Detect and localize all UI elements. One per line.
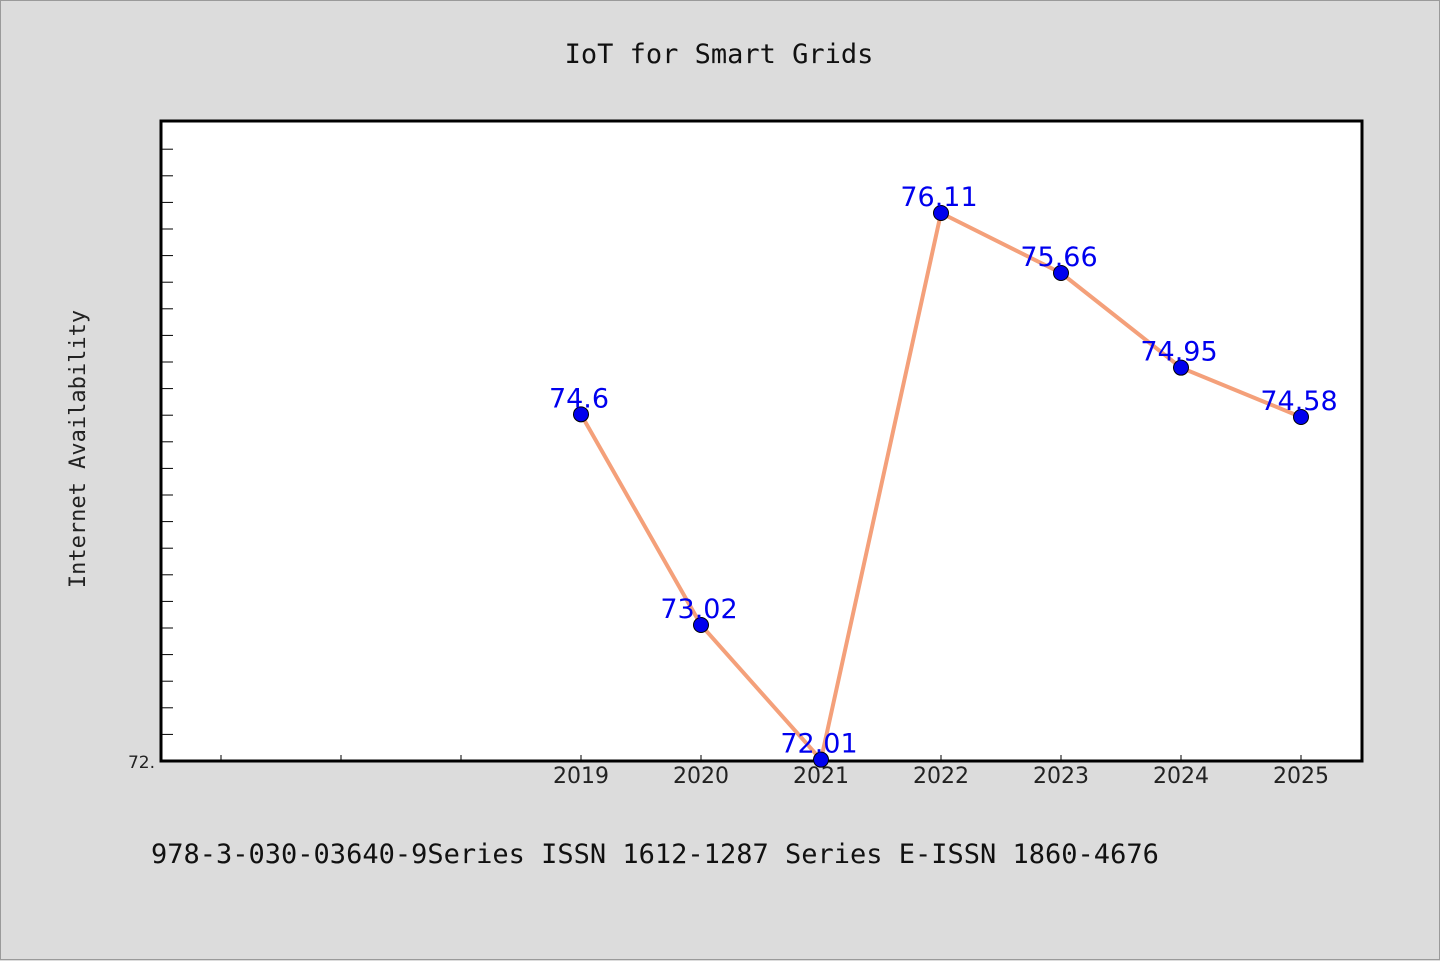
x-tick-label: 2023 <box>1033 764 1089 789</box>
data-point <box>1173 359 1189 376</box>
footer-text: 978-3-030-03640-9Series ISSN 1612-1287 S… <box>151 839 1159 870</box>
data-point <box>693 617 709 633</box>
data-label: 76.11 <box>900 182 977 213</box>
x-tick-labels: 2019 2020 2021 2022 2023 2024 2025 <box>553 764 1329 789</box>
series-markers <box>573 205 1309 768</box>
data-label: 73.02 <box>660 594 737 625</box>
x-tick-label: 2020 <box>673 764 729 789</box>
x-tick-label: 2021 <box>793 764 849 789</box>
data-label: 75.66 <box>1020 242 1097 273</box>
y-axis-label: Internet Availability <box>66 310 91 588</box>
data-point <box>1053 265 1069 281</box>
y-tick-label: 72. <box>128 753 155 773</box>
data-label: 74.58 <box>1260 386 1337 417</box>
data-labels: 74.6 73.02 72.01 76.11 75.66 74.95 74.58 <box>549 182 1338 760</box>
x-tick-label: 2019 <box>553 764 609 789</box>
chart-title: IoT for Smart Grids <box>565 39 874 70</box>
data-label: 72.01 <box>780 729 857 760</box>
data-point <box>813 751 829 768</box>
data-point <box>933 205 949 221</box>
data-label: 74.6 <box>549 383 609 414</box>
data-point <box>573 406 589 423</box>
x-tick-label: 2025 <box>1273 764 1329 789</box>
data-point <box>1293 409 1309 425</box>
x-tick-label: 2022 <box>913 764 969 789</box>
y-axis-ticks <box>161 148 173 762</box>
x-tick-label: 2024 <box>1153 764 1209 789</box>
data-label: 74.95 <box>1140 337 1217 368</box>
plot-area <box>159 119 1364 763</box>
